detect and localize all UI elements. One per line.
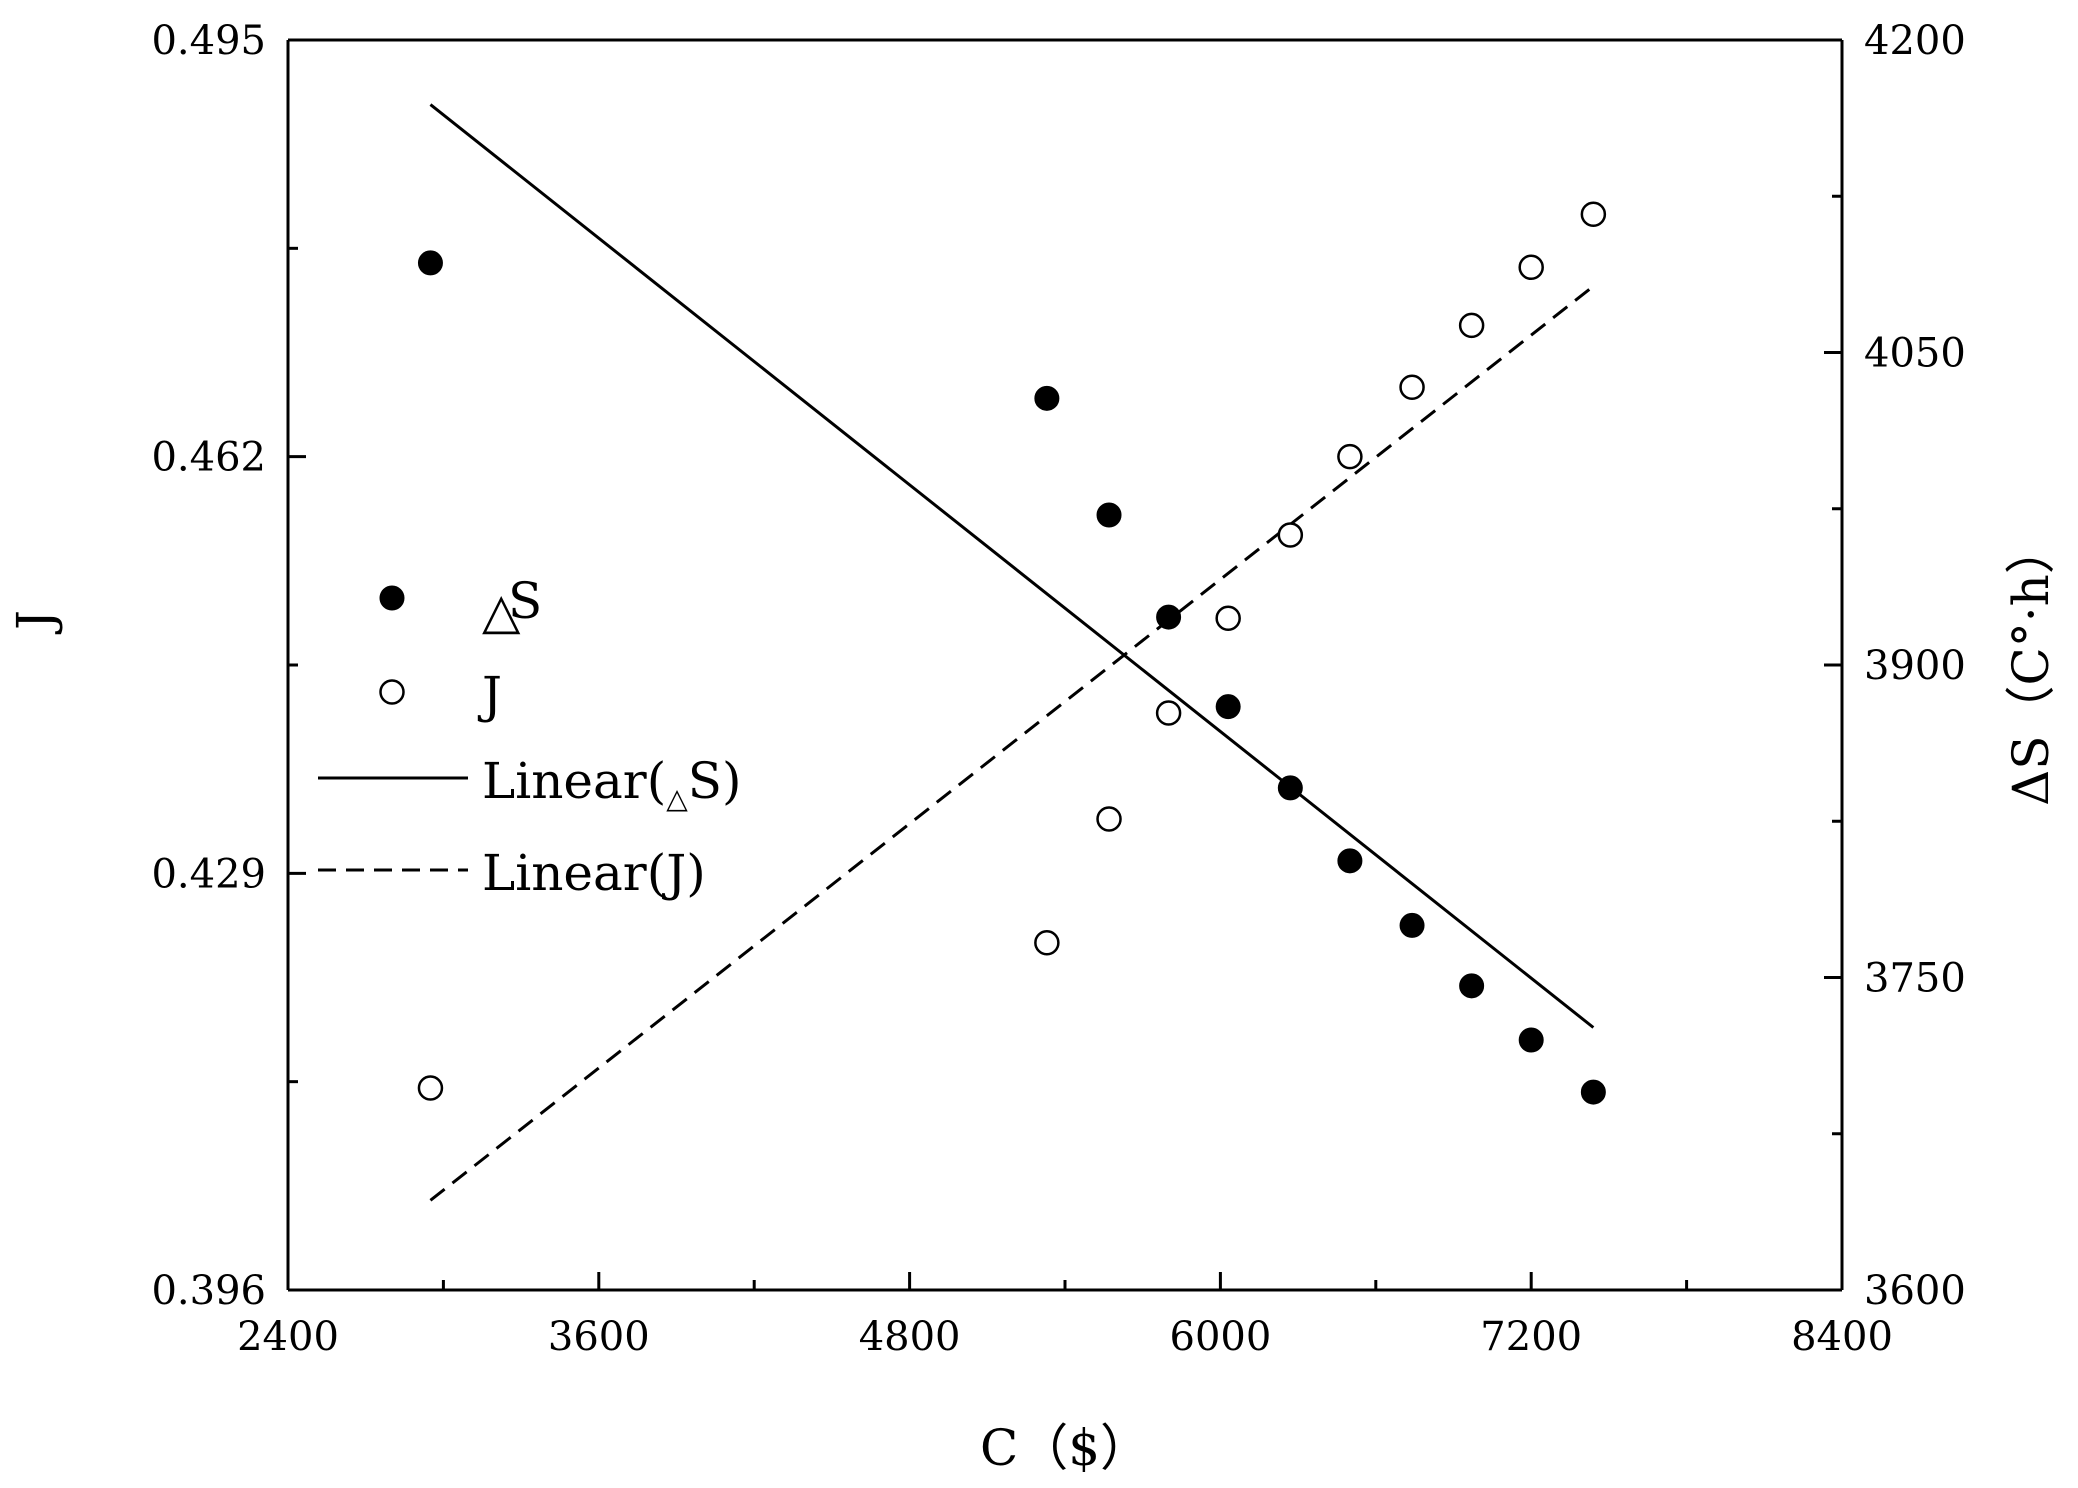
delta-s-point [1337, 848, 1363, 874]
j-point [417, 1075, 444, 1101]
x-tick-label: 4800 [859, 1314, 961, 1360]
delta-s-point [1096, 502, 1122, 528]
j-point [1337, 443, 1363, 470]
delta-s-point [1399, 912, 1425, 938]
axis-ticks: 2400 3600 4800 6000 7200 8400 0.396 0.429 0.462 0… [151, 18, 1965, 1360]
delta-s-point [1156, 604, 1182, 630]
right-y-tick-label: 3900 [1864, 643, 1966, 689]
j-point [1580, 201, 1607, 227]
j-point [1034, 930, 1060, 956]
delta-s-point [1277, 775, 1303, 801]
delta-s-point [1518, 1027, 1544, 1053]
j-point [1155, 700, 1182, 726]
fit-line-linear-delta-s [429, 103, 1595, 1029]
j-point [1399, 374, 1425, 400]
x-axis-title: C（$） [980, 1419, 1150, 1477]
legend-label-delta-s: S [508, 572, 542, 630]
delta-s-point [1034, 385, 1060, 411]
data-markers [417, 201, 1607, 1105]
j-point [1215, 605, 1241, 632]
left-y-tick-label: 0.462 [151, 435, 266, 481]
right-y-tick-label: 3600 [1864, 1268, 1966, 1314]
legend-prefix: △ [482, 582, 521, 640]
legend-label-j: J [477, 666, 502, 724]
j-point [1518, 254, 1544, 281]
x-tick-label: 6000 [1170, 1314, 1272, 1360]
left-y-tick-label: 0.396 [151, 1268, 266, 1314]
legend-marker-j [379, 679, 405, 705]
x-tick-label: 8400 [1791, 1314, 1893, 1360]
fit-lines [429, 103, 1595, 1202]
right-y-tick-label: 4200 [1864, 18, 1966, 64]
right-y-axis-title: ΔS（C°·h） [2002, 524, 2060, 806]
left-y-tick-label: 0.495 [151, 18, 266, 64]
j-point [1458, 312, 1485, 339]
legend-label-linear-j: Linear(J) [482, 844, 706, 902]
delta-s-point [1580, 1079, 1606, 1105]
legend: △SJ Linear(△S) Linear(J) [318, 572, 742, 902]
delta-s-point [1459, 973, 1485, 999]
j-point [1277, 522, 1304, 548]
x-tick-label: 3600 [548, 1314, 650, 1360]
x-tick-label: 2400 [237, 1314, 339, 1360]
delta-s-point [417, 250, 443, 276]
x-tick-label: 7200 [1480, 1314, 1582, 1360]
delta-s-point [1215, 694, 1241, 720]
legend-marker-delta-s [379, 585, 405, 611]
j-point [1096, 806, 1122, 832]
left-y-tick-label: 0.429 [151, 851, 266, 897]
fit-line-linear-j [429, 285, 1595, 1202]
right-y-tick-label: 4050 [1864, 331, 1966, 377]
legend-label-linear-delta-s: Linear(△S) [482, 752, 742, 815]
right-y-tick-label: 3750 [1864, 956, 1966, 1002]
plot-area [286, 38, 1844, 1292]
left-y-axis-title: J [6, 610, 64, 635]
